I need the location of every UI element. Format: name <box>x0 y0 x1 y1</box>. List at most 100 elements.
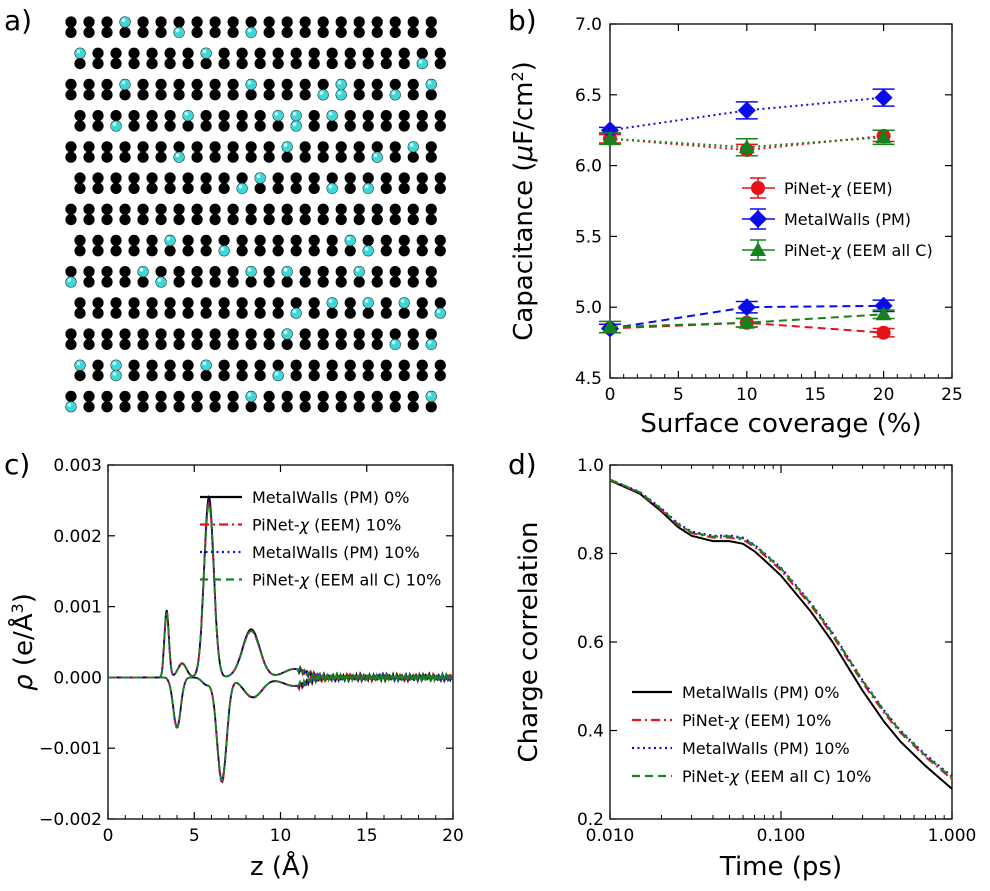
fluorine-highlight <box>67 403 72 407</box>
fluorine-highlight <box>418 60 423 64</box>
chart-d-ytick-label: 0.6 <box>577 633 604 653</box>
carbon-atom <box>128 370 140 382</box>
carbon-atom <box>200 120 212 132</box>
carbon-atom <box>254 370 266 382</box>
carbon-atom <box>191 266 203 278</box>
carbon-atom <box>290 182 302 194</box>
carbon-atom <box>65 26 77 38</box>
carbon-atom <box>344 172 356 184</box>
fluorine-highlight <box>337 91 342 95</box>
fluorine-highlight <box>256 174 261 178</box>
fluorine-highlight <box>67 278 72 283</box>
chart-c-ytick-label: 0.003 <box>53 456 102 476</box>
chart-d-legend: MetalWalls (PM) 0% PiNet-χ (EEM) 10% Metal… <box>632 683 871 786</box>
carbon-atom <box>308 245 320 257</box>
carbon-atom <box>155 214 167 226</box>
carbon-atom <box>407 266 419 278</box>
carbon-atom <box>398 307 410 319</box>
carbon-atom <box>227 401 239 413</box>
carbon-atom <box>137 16 149 28</box>
fluorine-highlight <box>112 372 117 376</box>
chart-b-ytick-label: 4.5 <box>575 369 602 389</box>
carbon-atom <box>398 245 410 257</box>
carbon-atom <box>146 245 158 257</box>
carbon-atom <box>353 401 365 413</box>
carbon-atom <box>317 16 329 28</box>
carbon-atom <box>155 338 167 350</box>
chart-b-ylabel: Capacitance (μF/cm2) <box>508 61 540 341</box>
fluorine-highlight <box>274 372 279 376</box>
carbon-atom <box>263 16 275 28</box>
carbon-atom <box>308 297 320 309</box>
carbon-atom <box>209 214 221 226</box>
carbon-atom <box>317 203 329 215</box>
carbon-atom <box>308 307 320 319</box>
carbon-atom <box>299 16 311 28</box>
carbon-atom <box>263 214 275 226</box>
fluorine-atom <box>363 183 374 194</box>
carbon-atom <box>263 78 275 90</box>
carbon-atom <box>164 58 176 70</box>
chart-b-series-line <box>609 304 884 330</box>
chart-d-ytick-label: 0.4 <box>577 722 604 742</box>
fluorine-highlight <box>400 299 405 303</box>
fluorine-highlight <box>166 236 171 241</box>
carbon-atom <box>434 245 446 257</box>
carbon-atom <box>272 172 284 184</box>
carbon-atom <box>281 16 293 28</box>
carbon-atom <box>407 276 419 288</box>
carbon-atom <box>299 214 311 226</box>
fluorine-highlight <box>346 236 351 241</box>
carbon-atom <box>92 297 104 309</box>
carbon-atom <box>317 266 329 278</box>
carbon-atom <box>335 401 347 413</box>
carbon-atom <box>119 390 131 402</box>
legend-label: PiNet-χ (EEM) 10% <box>252 516 401 535</box>
carbon-atom <box>119 266 131 278</box>
carbon-atom <box>236 234 248 246</box>
carbon-atom <box>218 307 230 319</box>
carbon-atom <box>227 390 239 402</box>
carbon-atom <box>344 297 356 309</box>
carbon-atom <box>164 307 176 319</box>
carbon-atom <box>245 151 257 163</box>
carbon-atom <box>416 359 428 371</box>
chart-b-series-line <box>609 136 884 149</box>
fluorine-highlight <box>121 80 126 85</box>
carbon-atom <box>245 338 257 350</box>
chart-d-series-line <box>609 478 953 778</box>
carbon-atom <box>155 89 167 101</box>
carbon-atom <box>200 245 212 257</box>
fluorine-atom <box>390 89 401 101</box>
carbon-atom <box>299 78 311 90</box>
chart-c-ytick-label: −0.001 <box>39 739 102 759</box>
carbon-atom <box>83 151 95 163</box>
carbon-atom <box>407 328 419 340</box>
carbon-atom <box>299 276 311 288</box>
carbon-atom <box>254 234 266 246</box>
fluorine-atom <box>110 360 122 371</box>
carbon-atom <box>353 276 365 288</box>
carbon-atom <box>362 307 374 319</box>
carbon-atom <box>146 47 158 59</box>
carbon-atom <box>218 297 230 309</box>
fluorine-highlight <box>112 361 117 366</box>
carbon-atom <box>110 297 122 309</box>
carbon-atom <box>191 214 203 226</box>
carbon-atom <box>308 359 320 371</box>
chart-c-ytick-label: 0.002 <box>53 527 102 547</box>
carbon-atom <box>389 26 401 38</box>
chart-b-legend: PiNet-χ (EEM) MetalWalls (PM) PiNet-χ (EEM… <box>742 177 933 261</box>
carbon-atom <box>272 234 284 246</box>
carbon-atom <box>164 120 176 132</box>
carbon-atom <box>119 338 131 350</box>
carbon-atom <box>182 307 194 319</box>
carbon-atom <box>101 203 113 215</box>
carbon-atom <box>434 182 446 194</box>
carbon-atom <box>371 338 383 350</box>
carbon-atom <box>308 110 320 122</box>
carbon-atom <box>92 234 104 246</box>
carbon-atom <box>272 245 284 257</box>
fluorine-atom <box>326 110 338 121</box>
carbon-atom <box>245 401 257 413</box>
